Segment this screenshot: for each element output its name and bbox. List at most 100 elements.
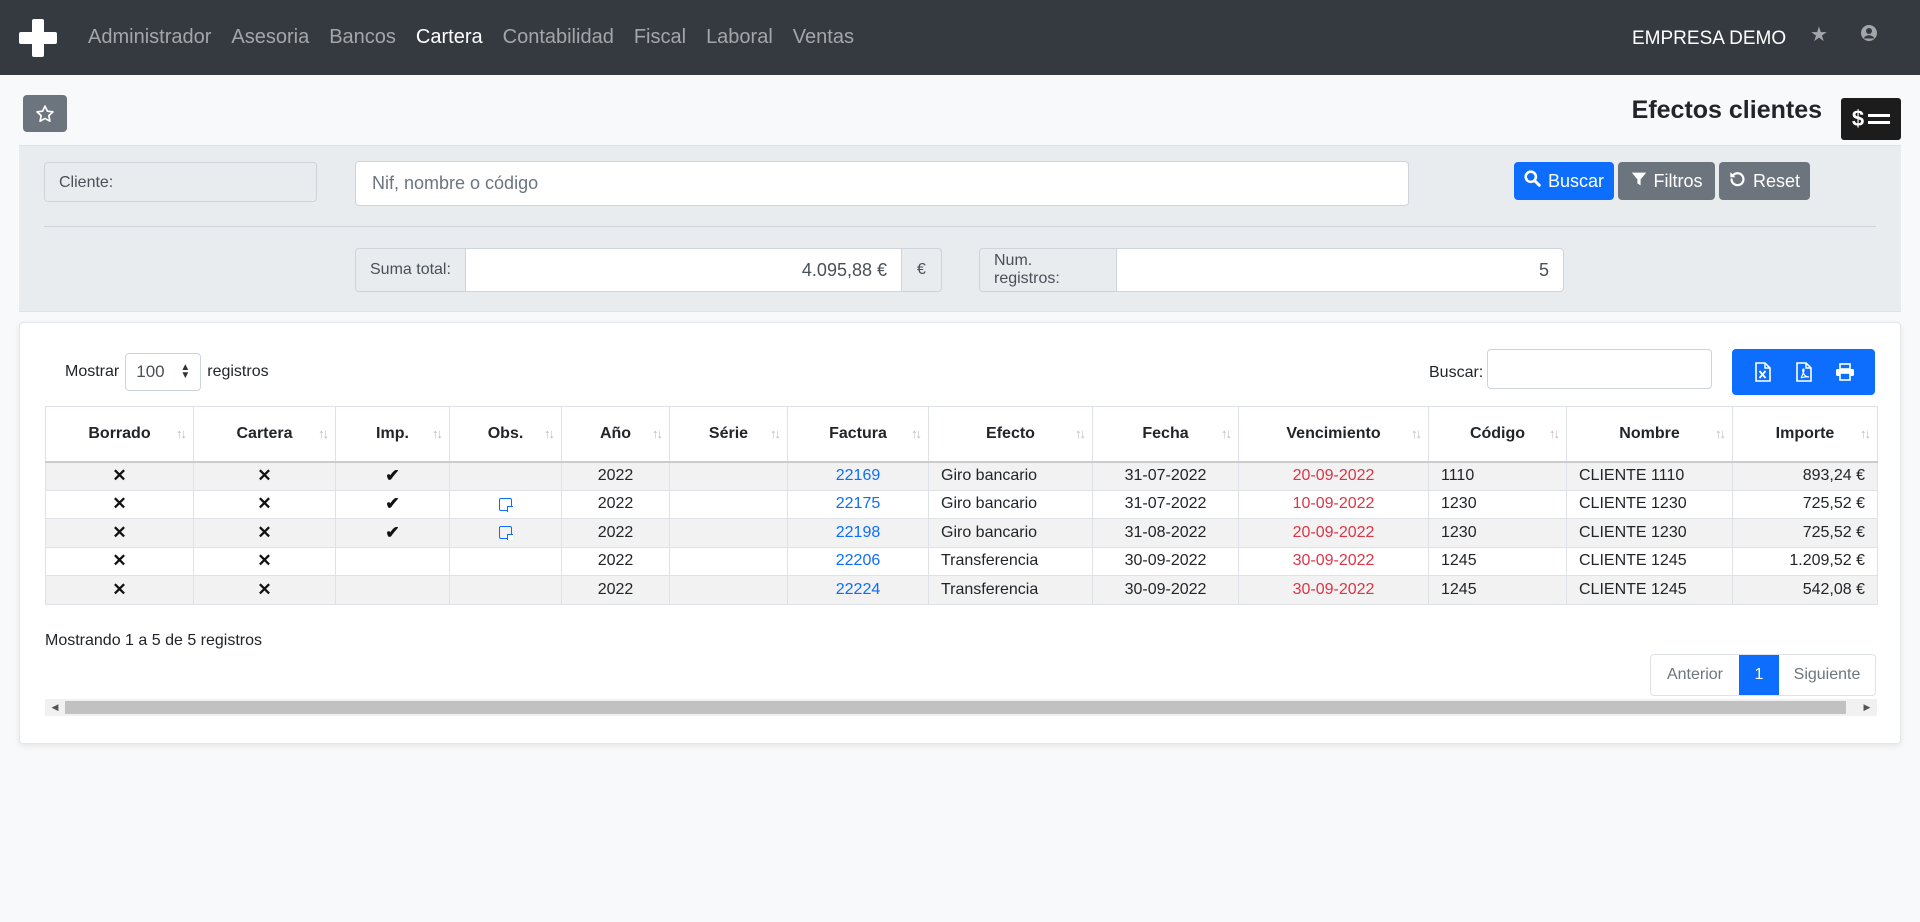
nav-item-cartera[interactable]: Cartera	[415, 26, 483, 48]
nav-item-fiscal[interactable]: Fiscal	[633, 26, 687, 48]
page-1-button[interactable]: 1	[1739, 655, 1779, 695]
cell-serie	[669, 461, 788, 491]
print-icon[interactable]	[1833, 359, 1857, 385]
scroll-thumb[interactable]	[65, 701, 1846, 714]
sort-icon: ↑↓	[1549, 426, 1560, 441]
col-header-borrado[interactable]: Borrado ↑↓	[45, 406, 194, 463]
buscar-button[interactable]: Buscar	[1514, 162, 1614, 200]
favorite-button[interactable]	[23, 95, 67, 132]
cell-borrado: ✕	[45, 461, 194, 491]
table-row[interactable]: ✕ ✕ ✔ 2022 22198 Giro bancario 31-08-2022 20-09…	[45, 518, 1878, 548]
cross-icon: ✕	[112, 466, 127, 485]
cell-obs	[449, 518, 562, 548]
user-icon[interactable]	[1858, 24, 1880, 46]
cell-vencimiento: 10-09-2022	[1238, 489, 1429, 519]
nav-item-bancos[interactable]: Bancos	[329, 26, 396, 48]
scroll-right-icon[interactable]: ▶	[1863, 702, 1871, 712]
scroll-left-icon[interactable]: ◀	[51, 702, 59, 712]
col-header-imp[interactable]: Imp. ↑↓	[335, 406, 450, 463]
search-icon	[1524, 170, 1541, 192]
col-header-ano[interactable]: Año ↑↓	[561, 406, 670, 463]
cell-codigo: 1245	[1428, 546, 1567, 576]
table-row[interactable]: ✕ ✕ ✔ 2022 22175 Giro bancario 31-07-2022 10-09…	[45, 489, 1878, 519]
page-length-select[interactable]: 100 ▲ ▼	[125, 353, 202, 391]
col-header-nombre[interactable]: Nombre ↑↓	[1566, 406, 1733, 463]
note-icon[interactable]	[499, 497, 513, 512]
filtros-button[interactable]: Filtros	[1618, 162, 1715, 200]
cell-codigo: 1230	[1428, 489, 1567, 519]
cell-borrado: ✕	[45, 489, 194, 519]
nav-item-asesoria[interactable]: Asesoria	[231, 26, 310, 48]
cell-factura[interactable]: 22175	[787, 489, 929, 519]
cell-factura[interactable]: 22206	[787, 546, 929, 576]
siguiente-button[interactable]: Siguiente	[1793, 666, 1861, 683]
undo-icon	[1729, 170, 1746, 192]
col-header-codigo[interactable]: Código ↑↓	[1428, 406, 1567, 463]
cell-efecto: Transferencia	[928, 546, 1093, 576]
cell-factura[interactable]: 22224	[787, 575, 929, 605]
col-header-vencimiento[interactable]: Vencimiento ↑↓	[1238, 406, 1429, 463]
sort-icon: ↑↓	[1860, 426, 1871, 441]
cell-efecto: Giro bancario	[928, 461, 1093, 491]
cell-factura[interactable]: 22198	[787, 518, 929, 548]
reset-label: Reset	[1752, 170, 1801, 191]
cell-imp: ✔	[335, 518, 450, 548]
table-search-input[interactable]	[1487, 349, 1712, 389]
cell-vencimiento: 30-09-2022	[1238, 575, 1429, 605]
cross-icon: ✕	[112, 579, 127, 599]
filter-divider	[44, 226, 1876, 227]
client-search-input[interactable]	[355, 161, 1409, 206]
cell-fecha: 30-09-2022	[1092, 546, 1239, 576]
cell-serie	[669, 489, 788, 519]
table-row[interactable]: ✕ ✕ 2022 22206 Transferencia 30-09-2022 30-09-…	[45, 546, 1878, 576]
star-outline-icon	[36, 104, 54, 122]
sort-icon: ↑↓	[911, 426, 922, 441]
plus-logo-icon[interactable]	[19, 19, 57, 57]
table-row[interactable]: ✕ ✕ ✔ 2022 22169 Giro bancario 31-07-2022 20-09…	[45, 461, 1878, 491]
nav-item-contabilidad[interactable]: Contabilidad	[502, 26, 614, 48]
cell-nombre: CLIENTE 1110	[1566, 461, 1733, 491]
col-header-cartera[interactable]: Cartera ↑↓	[193, 406, 336, 463]
sort-icon: ↑↓	[176, 426, 187, 441]
star-icon[interactable]: ★	[1810, 24, 1828, 46]
check-icon: ✔	[385, 494, 400, 514]
page-title: Efectos clientes	[1631, 96, 1822, 124]
cell-obs	[449, 489, 562, 519]
cell-nombre: CLIENTE 1245	[1566, 575, 1733, 605]
nav-item-ventas[interactable]: Ventas	[792, 26, 854, 48]
nav-item-administrador[interactable]: Administrador	[88, 26, 212, 48]
cell-serie	[669, 546, 788, 576]
table-row[interactable]: ✕ ✕ 2022 22224 Transferencia 30-09-2022 30-09-…	[45, 575, 1878, 605]
cross-icon: ✕	[257, 522, 272, 542]
anterior-button[interactable]: Anterior	[1666, 666, 1724, 683]
col-header-efecto[interactable]: Efecto ↑↓	[928, 406, 1093, 463]
col-header-importe[interactable]: Importe ↑↓	[1732, 406, 1878, 463]
horizontal-scrollbar[interactable]: ◀ ▶	[45, 699, 1877, 716]
cell-factura[interactable]: 22169	[787, 461, 929, 491]
cell-obs	[449, 546, 562, 576]
cross-icon: ✕	[257, 579, 272, 599]
col-label: Vencimiento	[1286, 424, 1381, 442]
currency-addon: €	[902, 248, 942, 292]
pdf-export-icon[interactable]	[1792, 359, 1816, 385]
sort-icon: ↑↓	[544, 426, 555, 441]
col-header-fecha[interactable]: Fecha ↑↓	[1092, 406, 1239, 463]
suma-total-label: Suma total:	[355, 248, 466, 292]
cell-fecha: 31-08-2022	[1092, 518, 1239, 548]
excel-export-icon[interactable]	[1751, 359, 1775, 385]
pagination: Anterior 1 Siguiente	[1650, 654, 1876, 696]
col-header-obs[interactable]: Obs. ↑↓	[449, 406, 562, 463]
reset-button[interactable]: Reset	[1719, 162, 1810, 200]
nav-item-laboral[interactable]: Laboral	[706, 26, 773, 48]
col-header-factura[interactable]: Factura ↑↓	[787, 406, 929, 463]
cross-icon: ✕	[112, 522, 127, 542]
col-label: Fecha	[1142, 424, 1189, 442]
efectos-table: Borrado ↑↓ Cartera ↑↓ Imp. ↑↓ Obs. ↑↓ Año ↑↓ …	[45, 406, 1878, 605]
note-icon[interactable]	[499, 526, 513, 541]
table-info: Mostrando 1 a 5 de 5 registros	[45, 632, 263, 649]
col-label: Série	[708, 424, 749, 442]
cell-importe: 725,52 €	[1732, 489, 1878, 519]
cell-imp: ✔	[335, 461, 450, 491]
col-header-serie[interactable]: Série ↑↓	[669, 406, 788, 463]
company-name[interactable]: EMPRESA DEMO	[1632, 28, 1787, 49]
